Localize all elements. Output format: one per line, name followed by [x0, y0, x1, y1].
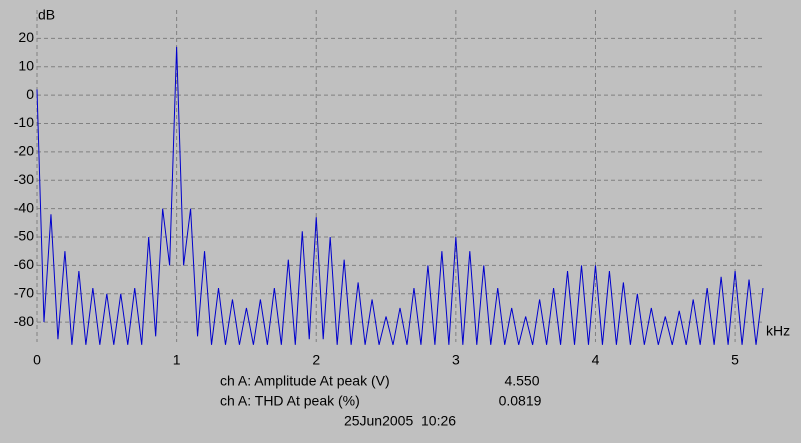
y-tick-label: -70 — [14, 284, 34, 300]
x-tick-label: 5 — [731, 352, 739, 368]
x-tick-label: 2 — [312, 352, 320, 368]
x-tick-label: 4 — [592, 352, 600, 368]
y-tick-label: -10 — [14, 114, 34, 130]
x-tick-label: 1 — [173, 352, 181, 368]
spectrum-line — [36, 46, 764, 345]
footer-value: 0.0819 — [499, 393, 542, 409]
y-tick-label: -60 — [14, 256, 34, 272]
y-tick-label: 10 — [18, 57, 34, 73]
x-tick-label: 0 — [33, 352, 41, 368]
footer-label: ch A: THD At peak (%) — [220, 393, 360, 409]
x-tick-label: 3 — [452, 352, 460, 368]
timestamp: 25Jun2005 10:26 — [344, 413, 456, 429]
y-tick-label: -50 — [14, 228, 34, 244]
x-axis-label: kHz — [766, 323, 790, 339]
y-tick-label: 0 — [26, 86, 34, 102]
y-tick-label: 20 — [18, 29, 34, 45]
footer-label: ch A: Amplitude At peak (V) — [220, 373, 390, 389]
footer-value: 4.550 — [504, 373, 539, 389]
y-axis-label: dB — [38, 7, 55, 23]
y-tick-label: -20 — [14, 143, 34, 159]
y-tick-label: -40 — [14, 199, 34, 215]
y-tick-label: -80 — [14, 313, 34, 329]
y-tick-label: -30 — [14, 171, 34, 187]
